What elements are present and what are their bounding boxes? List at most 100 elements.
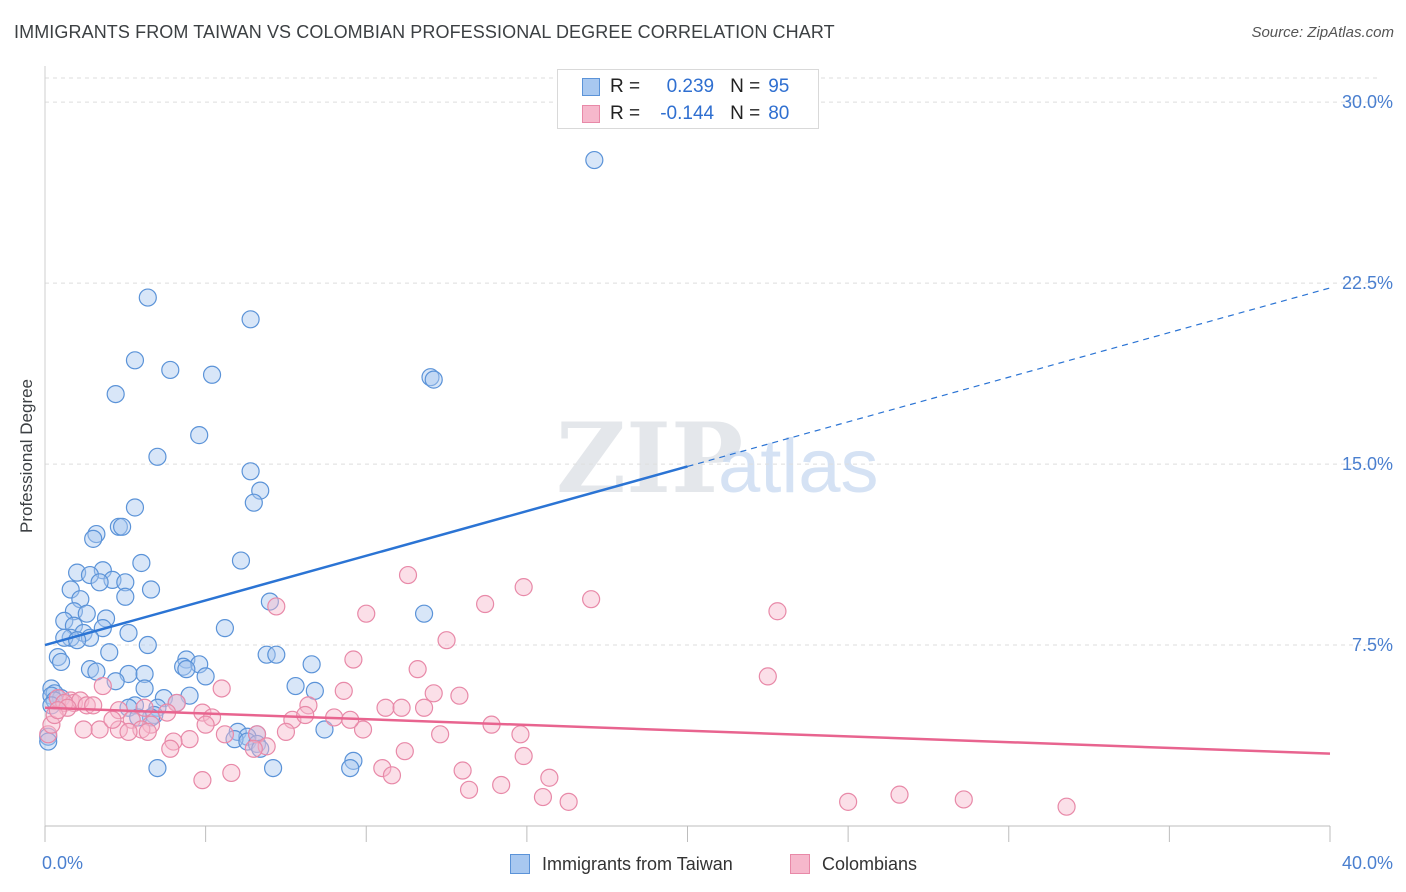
colombian-points	[39, 565, 1076, 816]
y-tick-label: 15.0%	[1342, 454, 1393, 474]
colombian-point	[1057, 797, 1076, 816]
stats-row-taiwan: R = 0.239 N = 95	[582, 75, 789, 99]
tick-labels: 7.5% 15.0% 22.5% 30.0% 0.0% 40.0%	[42, 92, 1393, 873]
taiwan-point	[421, 368, 440, 387]
taiwan-point	[257, 645, 276, 664]
colombian-point	[559, 792, 578, 811]
colombian-swatch	[582, 105, 600, 123]
r-value: 0.239	[666, 76, 715, 97]
colombian-point	[193, 771, 212, 790]
taiwan-point	[231, 551, 251, 570]
colombian-point	[119, 722, 138, 741]
r-value: -0.144	[660, 103, 715, 124]
taiwan-point	[138, 635, 157, 655]
colombian-point	[244, 739, 263, 758]
colombian-point	[247, 725, 267, 744]
colombian-point	[267, 597, 286, 616]
taiwan-point	[174, 657, 193, 676]
colombian-trend-line	[44, 706, 1331, 755]
taiwan-point	[64, 616, 84, 635]
legend-label-colombians: Colombians	[822, 853, 918, 874]
colombian-point	[296, 705, 315, 725]
taiwan-point	[161, 360, 180, 380]
colombian-point	[357, 604, 376, 623]
colombian-point	[511, 725, 530, 744]
taiwan-point	[112, 517, 132, 536]
taiwan-point	[119, 623, 138, 643]
taiwan-point	[135, 664, 154, 684]
n-label: N =	[730, 76, 761, 97]
taiwan-point	[424, 370, 443, 389]
taiwan-swatch	[582, 78, 600, 96]
taiwan-point	[585, 150, 604, 170]
colombian-point	[424, 684, 443, 703]
taiwan-point	[61, 580, 80, 599]
colombian-point	[334, 681, 353, 700]
taiwan-point	[135, 679, 154, 698]
taiwan-point	[148, 447, 167, 466]
x-tick-label: 0.0%	[42, 853, 83, 873]
taiwan-point	[125, 498, 145, 517]
colombian-point	[533, 787, 553, 807]
chart-title: IMMIGRANTS FROM TAIWAN VS COLOMBIAN PROF…	[14, 22, 835, 42]
taiwan-point	[267, 645, 286, 664]
taiwan-point	[116, 573, 135, 592]
r-label: R =	[610, 76, 641, 97]
colombian-point	[344, 650, 363, 669]
colombian-point	[138, 722, 157, 741]
taiwan-point	[241, 462, 260, 481]
y-tick-label: 22.5%	[1342, 273, 1393, 293]
stats-row-colombian: R = -0.144 N = 80	[582, 102, 789, 126]
colombian-point	[414, 698, 434, 717]
taiwan-point	[263, 758, 283, 778]
colombian-point	[398, 565, 418, 585]
legend-item-colombians[interactable]: Colombians	[790, 852, 917, 876]
colombian-point	[90, 720, 109, 739]
colombian-point	[476, 594, 495, 614]
colombian-point	[74, 720, 93, 739]
legend-item-taiwan[interactable]: Immigrants from Taiwan	[510, 852, 733, 876]
y-tick-label: 30.0%	[1342, 92, 1393, 112]
colombian-point	[103, 710, 122, 729]
taiwan-point	[141, 580, 161, 599]
taiwan-trend-extension	[687, 287, 1331, 468]
colombian-point	[161, 739, 180, 758]
colombian-point	[540, 768, 559, 787]
zipatlas-watermark: ZIP atlas	[556, 402, 879, 515]
y-tick-label: 7.5%	[1352, 635, 1393, 655]
colombian-point	[373, 758, 392, 778]
colombian-point	[459, 780, 479, 799]
taiwan-point	[80, 565, 100, 585]
colombian-point	[48, 701, 67, 720]
colombian-point	[514, 578, 533, 597]
axes	[44, 66, 1331, 842]
n-label: N =	[730, 103, 761, 124]
colombian-point	[392, 698, 411, 717]
r-label: R =	[610, 103, 641, 124]
colombian-point	[215, 725, 234, 744]
taiwan-trend-line	[44, 465, 688, 647]
taiwan-legend-swatch	[510, 854, 530, 874]
colombian-point	[514, 746, 533, 766]
taiwan-point	[341, 758, 360, 778]
colombian-point	[212, 679, 231, 698]
taiwan-point	[196, 667, 215, 686]
taiwan-point	[148, 758, 167, 778]
taiwan-point	[138, 288, 157, 307]
colombian-point	[84, 696, 103, 715]
colombian-point	[276, 722, 296, 741]
taiwan-point	[77, 604, 96, 623]
taiwan-point	[286, 676, 305, 696]
colombian-point	[39, 725, 58, 744]
colombian-point	[431, 725, 450, 744]
taiwan-point	[100, 643, 119, 662]
colombian-point	[376, 698, 395, 717]
svg-text:ZIP: ZIP	[556, 402, 743, 515]
colombian-point	[395, 742, 414, 761]
colombian-point	[758, 667, 777, 686]
taiwan-points	[39, 150, 604, 778]
taiwan-point	[87, 524, 106, 544]
colombian-point	[450, 686, 469, 705]
taiwan-point	[116, 587, 135, 606]
